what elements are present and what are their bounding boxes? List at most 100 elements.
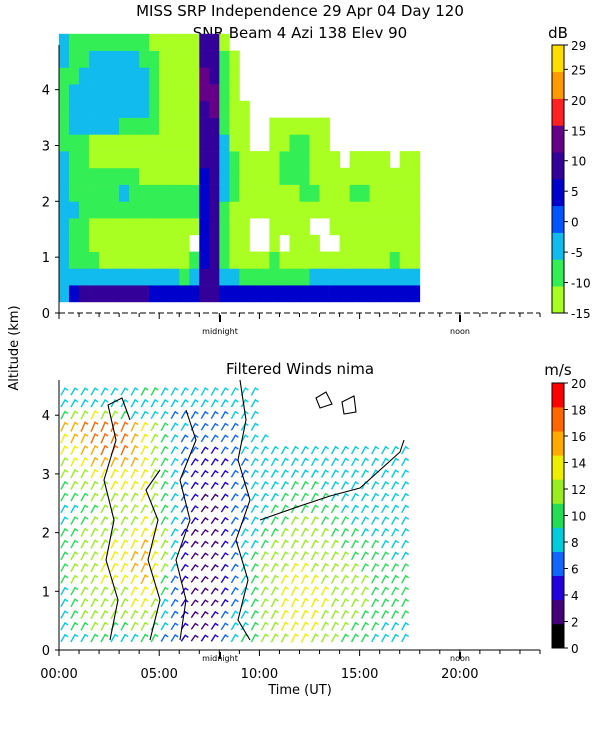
wind-barb bbox=[340, 480, 349, 490]
snr-cell bbox=[69, 285, 80, 303]
wind-barb bbox=[170, 410, 179, 419]
wind-barb bbox=[70, 621, 79, 631]
snr-cell bbox=[129, 167, 140, 185]
snr-cell bbox=[379, 167, 391, 185]
snr-cell bbox=[319, 151, 330, 169]
wind-barb bbox=[200, 528, 209, 536]
wind-barb bbox=[401, 457, 410, 467]
snr-cell bbox=[359, 234, 370, 252]
snr-cell bbox=[119, 234, 130, 252]
wind-barb bbox=[340, 586, 349, 596]
y-tick-label: 3 bbox=[42, 468, 50, 483]
wind-barb bbox=[260, 621, 269, 631]
wind-barb bbox=[371, 574, 380, 584]
wind-barb bbox=[110, 597, 119, 608]
snr-cell bbox=[209, 134, 220, 152]
snr-cell bbox=[279, 218, 290, 236]
wind-barb bbox=[150, 539, 159, 549]
wind-barb bbox=[160, 433, 169, 443]
wind-barb bbox=[70, 598, 79, 608]
snr-cell bbox=[99, 117, 110, 135]
snr-cell bbox=[119, 268, 130, 286]
wind-barb bbox=[310, 504, 319, 514]
wind-barb bbox=[70, 539, 79, 549]
wind-barb bbox=[320, 621, 329, 631]
wind-barb bbox=[100, 399, 109, 408]
snr-cell bbox=[69, 117, 80, 135]
snr-cell bbox=[179, 50, 190, 68]
snr-cell bbox=[199, 117, 210, 135]
wind-barb bbox=[320, 457, 329, 467]
snr-cell bbox=[349, 184, 360, 202]
wind-barb bbox=[130, 562, 139, 573]
snr-cell bbox=[159, 234, 170, 252]
colorbar-swatch bbox=[552, 259, 564, 287]
snr-cell bbox=[89, 167, 100, 185]
wind-barb bbox=[190, 540, 199, 548]
wind-barb bbox=[90, 597, 99, 608]
snr-cell bbox=[119, 218, 130, 236]
snr-cell bbox=[309, 234, 320, 252]
snr-cell bbox=[349, 234, 360, 252]
snr-cell bbox=[349, 201, 360, 219]
wind-barb bbox=[230, 540, 239, 548]
wind-barb bbox=[260, 527, 269, 537]
colorbar-swatch bbox=[552, 503, 564, 528]
wind-barb bbox=[300, 562, 309, 573]
wind-barb bbox=[170, 481, 179, 490]
colorbar-tick-label: 6 bbox=[571, 563, 579, 577]
wind-barb bbox=[160, 610, 169, 619]
wind-barb bbox=[330, 480, 339, 490]
snr-heatmap bbox=[59, 33, 421, 303]
snr-cell bbox=[219, 84, 230, 102]
wind-barb bbox=[120, 539, 129, 549]
wind-barb bbox=[100, 410, 109, 420]
snr-cell bbox=[239, 268, 250, 286]
wind-barb bbox=[320, 527, 329, 537]
wind-barb bbox=[290, 492, 299, 502]
wind-barb bbox=[290, 633, 299, 643]
wind-barb bbox=[130, 539, 139, 549]
wind-barb bbox=[310, 539, 319, 549]
wind-barb bbox=[150, 633, 159, 643]
wind-barb bbox=[110, 504, 119, 514]
x-tick-label: 05:00 bbox=[140, 667, 177, 682]
wind-barb bbox=[330, 469, 339, 478]
wind-barb bbox=[330, 457, 339, 467]
snr-cell bbox=[199, 251, 210, 269]
snr-cell bbox=[89, 117, 100, 135]
snr-cell bbox=[129, 151, 140, 169]
snr-cell bbox=[119, 184, 130, 202]
contour-line bbox=[315, 391, 333, 409]
snr-cell bbox=[99, 67, 110, 85]
snr-cell bbox=[159, 184, 170, 202]
wind-barb bbox=[180, 434, 189, 443]
wind-barb bbox=[320, 445, 329, 455]
wind-barb bbox=[130, 444, 139, 456]
wind-barb bbox=[260, 516, 269, 525]
wind-barb bbox=[260, 492, 269, 502]
snr-cell bbox=[309, 268, 320, 286]
wind-barb bbox=[140, 550, 149, 561]
wind-barb bbox=[250, 504, 259, 513]
wind-barb bbox=[100, 492, 109, 502]
wind-barb bbox=[340, 621, 349, 631]
snr-cell bbox=[209, 100, 220, 118]
snr-cell bbox=[209, 251, 220, 269]
snr-cell bbox=[389, 201, 401, 219]
wind-barb bbox=[250, 586, 259, 596]
snr-cell bbox=[239, 100, 250, 118]
wind-barb bbox=[300, 621, 309, 631]
snr-cell bbox=[119, 285, 130, 303]
wind-barb bbox=[80, 609, 89, 620]
snr-cell bbox=[59, 117, 70, 135]
snr-cell bbox=[169, 84, 180, 102]
snr-cell bbox=[269, 218, 280, 236]
wind-barb bbox=[100, 387, 109, 396]
snr-cell bbox=[359, 167, 370, 185]
wind-barb bbox=[340, 574, 349, 584]
wind-barb bbox=[120, 621, 129, 631]
wind-barb bbox=[290, 621, 299, 631]
contour-line bbox=[259, 439, 405, 521]
snr-cell bbox=[259, 184, 270, 202]
